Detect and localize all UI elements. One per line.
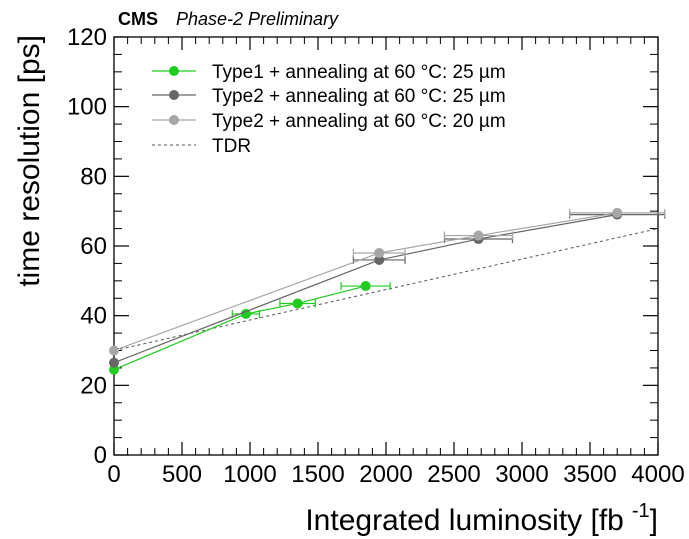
tdr-line xyxy=(114,229,658,351)
y-tick-label: 40 xyxy=(80,303,107,330)
y-tick-label: 100 xyxy=(67,94,107,121)
y-tick-label: 80 xyxy=(80,163,107,190)
x-axis-title: Integrated luminosity [fb -1] xyxy=(305,500,658,537)
legend-label: Type2 + annealing at 60 °C: 25 µm xyxy=(212,86,506,107)
legend-label: TDR xyxy=(212,136,251,157)
data-point xyxy=(293,298,303,308)
x-tick-label: 2500 xyxy=(427,461,480,488)
y-tick-label: 120 xyxy=(67,24,107,51)
y-tick-label: 20 xyxy=(80,372,107,399)
x-tick-label: 3000 xyxy=(495,461,548,488)
experiment-label: CMS xyxy=(118,9,158,29)
legend-label: Type1 + annealing at 60 °C: 25 µm xyxy=(212,62,506,83)
x-tick-label: 3500 xyxy=(563,461,616,488)
x-axis-title-main: Integrated luminosity [fb xyxy=(305,504,624,537)
x-axis-title-bracket: ] xyxy=(650,504,658,537)
legend-label: Type2 + annealing at 60 °C: 20 µm xyxy=(212,111,506,132)
data-point xyxy=(109,358,119,368)
tdr-curve xyxy=(114,229,658,351)
data-point xyxy=(361,281,371,291)
x-axis-title-unit-sup: -1 xyxy=(632,500,650,522)
y-axis-title: time resolution [ps] xyxy=(13,35,46,287)
legend-marker-point xyxy=(169,66,179,76)
data-series xyxy=(109,208,665,375)
legend-marker-point xyxy=(169,90,179,100)
y-tick-label: 0 xyxy=(94,442,107,469)
data-point xyxy=(109,346,119,356)
data-point xyxy=(473,231,483,241)
series-line xyxy=(114,286,366,370)
legend-marker-point xyxy=(169,115,179,125)
x-tick-label: 0 xyxy=(107,461,120,488)
x-tick-label: 1000 xyxy=(223,461,276,488)
status-label: Phase-2 Preliminary xyxy=(176,9,339,29)
legend: Type1 + annealing at 60 °C: 25 µm Type2 +… xyxy=(152,62,506,157)
y-tick-label: 60 xyxy=(80,233,107,260)
series-1 xyxy=(109,281,390,375)
x-tick-label: 500 xyxy=(162,461,202,488)
x-tick-label: 2000 xyxy=(359,461,412,488)
data-point xyxy=(612,208,622,218)
data-point xyxy=(374,248,384,258)
x-tick-label: 1500 xyxy=(291,461,344,488)
x-tick-label: 4000 xyxy=(631,461,684,488)
series-2 xyxy=(109,210,665,368)
